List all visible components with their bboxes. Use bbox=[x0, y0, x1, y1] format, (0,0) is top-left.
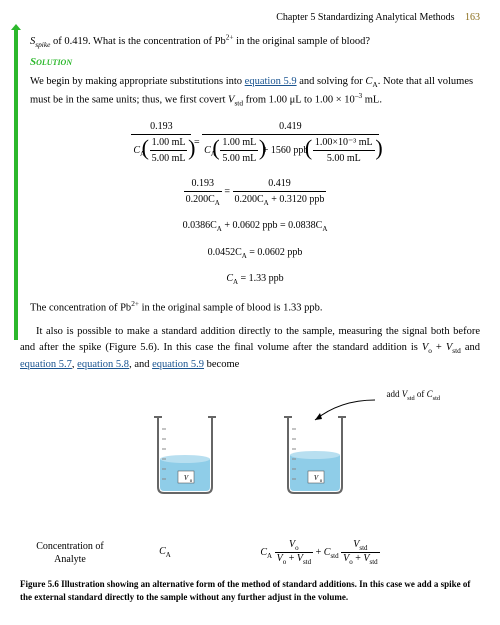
problem-text: Sspike of 0.419. What is the concentrati… bbox=[30, 36, 370, 47]
conc-label: Concentration of Analyte bbox=[20, 540, 120, 566]
page-number: 163 bbox=[465, 12, 480, 23]
eq2-rd: 0.200C bbox=[235, 194, 264, 205]
eq4b: = 0.0602 ppb bbox=[247, 247, 303, 258]
problem-block: Sspike of 0.419. What is the concentrati… bbox=[30, 31, 480, 316]
eq2-ld: 0.200C bbox=[186, 194, 215, 205]
sol-text-d: from 1.00 μL to 1.00 × 10 bbox=[243, 95, 355, 106]
beaker-right: Vo bbox=[280, 409, 350, 499]
sol-text-a: We begin by making appropriate substitut… bbox=[30, 76, 245, 87]
eq1-ldb: 5.00 mL bbox=[150, 150, 188, 166]
conc-sup: 2+ bbox=[131, 299, 139, 308]
eq2-rp: + 0.3120 ppb bbox=[269, 194, 325, 205]
sspike-sub: spike bbox=[35, 40, 50, 49]
page: Chapter 5 Standardizing Analytical Metho… bbox=[0, 0, 500, 623]
callout-b: of bbox=[415, 389, 427, 399]
conc-b: in the original sample of blood is 1.33 … bbox=[139, 302, 322, 313]
eq3a: 0.0386C bbox=[183, 220, 217, 231]
eq1-ldt: 1.00 mL bbox=[150, 135, 188, 150]
svg-text:V: V bbox=[184, 474, 189, 482]
eq5a: C bbox=[226, 273, 233, 284]
conc-left: CA bbox=[120, 546, 210, 559]
eq2-ln: 0.193 bbox=[184, 176, 222, 191]
problem-end: in the original sample of blood? bbox=[234, 36, 370, 47]
eq1-ln: 0.193 bbox=[131, 119, 191, 134]
problem-mid: of 0.419. What is the concentration of P… bbox=[50, 36, 225, 47]
eq2-rn: 0.419 bbox=[233, 176, 327, 191]
eq1-rn: 0.419 bbox=[202, 119, 379, 134]
equation-4: 0.0452CA = 0.0602 ppb bbox=[30, 245, 480, 262]
page-header: Chapter 5 Standardizing Analytical Metho… bbox=[20, 12, 480, 23]
eq-link-57[interactable]: equation 5.7 bbox=[20, 359, 72, 370]
equation-1: 0.193 CA 1.00 mL5.00 mL = 0.419 CA 1.00 … bbox=[30, 119, 480, 166]
pb-charge: 2+ bbox=[226, 32, 234, 41]
solution-p1: We begin by making appropriate substitut… bbox=[30, 74, 480, 109]
body-paragraph: It also is possible to make a standard a… bbox=[20, 324, 480, 373]
eq1-rt2t: 1.00×10⁻³ mL bbox=[313, 135, 375, 150]
eq-link-59[interactable]: equation 5.9 bbox=[152, 359, 204, 370]
eq3b: + 0.0602 ppb = 0.0838C bbox=[222, 220, 322, 231]
sidebar-rule bbox=[14, 30, 18, 340]
conclusion: The concentration of Pb2+ in the origina… bbox=[30, 298, 480, 316]
eq-link-58[interactable]: equation 5.8 bbox=[77, 359, 129, 370]
callout-label: add Vstd of Cstd bbox=[387, 389, 440, 402]
svg-text:V: V bbox=[314, 474, 319, 482]
eq4a: 0.0452C bbox=[208, 247, 242, 258]
equation-3: 0.0386CA + 0.0602 ppb = 0.0838CA bbox=[30, 218, 480, 235]
conc-right: CA VoVo + Vstd + Cstd VstdVo + Vstd bbox=[210, 539, 430, 566]
eq1-rt2b: 5.00 mL bbox=[313, 150, 375, 166]
solution-heading: Solution bbox=[30, 54, 480, 71]
conc-a: The concentration of Pb bbox=[30, 302, 131, 313]
body-c: become bbox=[204, 359, 239, 370]
sol-text-e: mL. bbox=[362, 95, 382, 106]
concentration-row: Concentration of Analyte CA CA VoVo + Vs… bbox=[20, 539, 480, 566]
eq5b: = 1.33 ppb bbox=[238, 273, 284, 284]
callout-a: add bbox=[387, 389, 402, 399]
figure-5-6: add Vstd of Cstd Vo bbox=[20, 389, 480, 529]
equation-5: CA = 1.33 ppb bbox=[30, 271, 480, 288]
eq1-rt1b: 5.00 mL bbox=[220, 150, 258, 166]
equation-2: 0.193 0.200CA = 0.419 0.200CA + 0.3120 p… bbox=[30, 176, 480, 209]
body-a: It also is possible to make a standard a… bbox=[20, 326, 480, 353]
chapter-title: Chapter 5 Standardizing Analytical Metho… bbox=[276, 12, 454, 23]
eq1-plus: + 1560 ppb bbox=[263, 145, 309, 156]
eq1-rt1t: 1.00 mL bbox=[220, 135, 258, 150]
figure-caption: Figure 5.6 Illustration showing an alter… bbox=[20, 578, 480, 603]
beaker-left: Vo bbox=[150, 409, 220, 499]
body-b: and bbox=[461, 342, 480, 353]
sol-text-b: and solving for bbox=[297, 76, 366, 87]
c2: , and bbox=[129, 359, 152, 370]
equation-link[interactable]: equation 5.9 bbox=[245, 76, 297, 87]
